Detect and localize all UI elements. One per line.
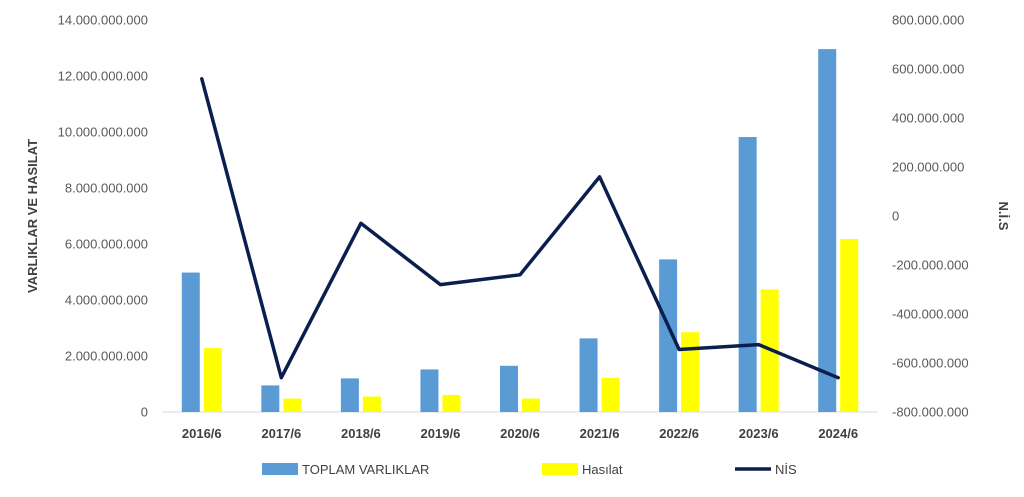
y-tick-label: 2.000.000.000 bbox=[65, 349, 148, 364]
bar-toplam-varliklar bbox=[261, 385, 280, 412]
bar-hasılat bbox=[601, 377, 620, 412]
y2-tick-label: -400.000.000 bbox=[892, 307, 969, 322]
x-tick-label: 2024/6 bbox=[818, 426, 858, 441]
y2-tick-label: 600.000.000 bbox=[892, 62, 964, 77]
x-tick-label: 2016/6 bbox=[182, 426, 222, 441]
bar-toplam-varliklar bbox=[500, 365, 518, 412]
y-tick-label: 8.000.000.000 bbox=[65, 181, 148, 196]
y-tick-label: 6.000.000.000 bbox=[65, 237, 148, 252]
y2-tick-label: 200.000.000 bbox=[892, 160, 964, 175]
bar-toplam-varliklar bbox=[340, 378, 359, 412]
bar-hasılat bbox=[522, 398, 540, 412]
y2-tick-label: -200.000.000 bbox=[892, 258, 969, 273]
y2-tick-label: -800.000.000 bbox=[892, 405, 969, 420]
legend-swatch bbox=[542, 463, 578, 475]
y2-tick-label: 0 bbox=[892, 209, 899, 224]
bar-toplam-varliklar bbox=[579, 338, 598, 412]
bar-hasılat bbox=[362, 396, 381, 412]
bar-hasılat bbox=[681, 332, 700, 412]
x-tick-label: 2018/6 bbox=[341, 426, 381, 441]
bar-hasılat bbox=[442, 394, 461, 412]
bar-hasılat bbox=[840, 238, 859, 412]
y-tick-label: 14.000.000.000 bbox=[58, 13, 148, 28]
bar-toplam-varliklar bbox=[659, 259, 678, 412]
bar-hasılat bbox=[203, 348, 222, 412]
bar-hasılat bbox=[283, 398, 302, 412]
bar-toplam-varliklar bbox=[420, 369, 439, 412]
x-tick-label: 2017/6 bbox=[261, 426, 301, 441]
y-axis-title: VARLIKLAR VE HASILAT bbox=[25, 139, 40, 293]
legend-swatch bbox=[262, 463, 298, 475]
legend-label: NİS bbox=[775, 462, 797, 477]
y2-axis-title: N.İ.S bbox=[996, 202, 1011, 231]
y-tick-label: 10.000.000.000 bbox=[58, 125, 148, 140]
y2-tick-label: 800.000.000 bbox=[892, 13, 964, 28]
y-tick-label: 0 bbox=[141, 405, 148, 420]
y-tick-label: 4.000.000.000 bbox=[65, 293, 148, 308]
x-tick-label: 2019/6 bbox=[421, 426, 461, 441]
bar-toplam-varliklar bbox=[738, 137, 757, 413]
y2-tick-label: 400.000.000 bbox=[892, 111, 964, 126]
y-tick-label: 12.000.000.000 bbox=[58, 69, 148, 84]
x-tick-label: 2020/6 bbox=[500, 426, 540, 441]
x-tick-label: 2021/6 bbox=[580, 426, 620, 441]
legend-label: Hasılat bbox=[582, 462, 623, 477]
nis-line bbox=[200, 77, 840, 380]
legend-label: TOPLAM VARLIKLAR bbox=[302, 462, 429, 477]
bar-toplam-varliklar bbox=[181, 272, 200, 412]
bar-toplam-varliklar bbox=[818, 49, 837, 413]
y2-tick-label: -600.000.000 bbox=[892, 356, 969, 371]
x-tick-label: 2022/6 bbox=[659, 426, 699, 441]
x-tick-label: 2023/6 bbox=[739, 426, 779, 441]
